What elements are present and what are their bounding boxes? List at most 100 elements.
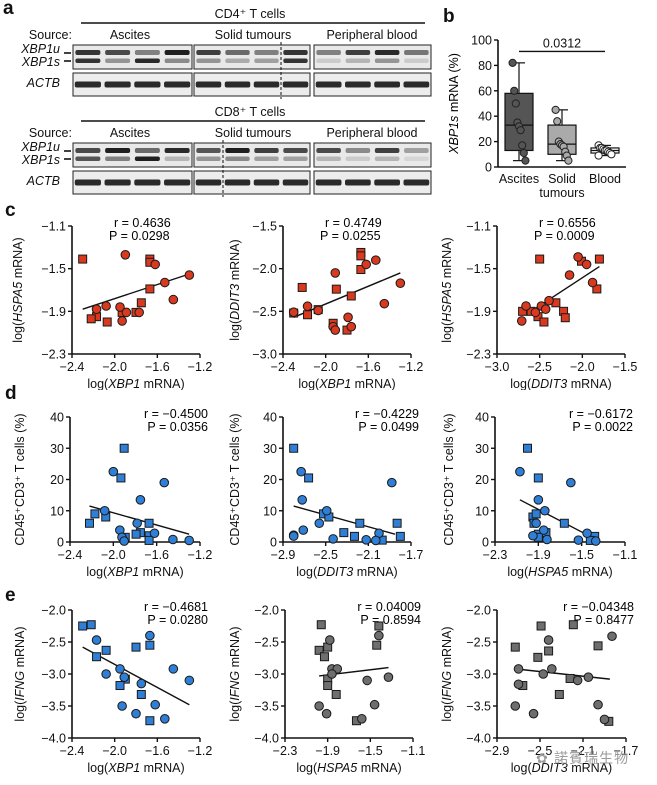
data-point-circle (298, 525, 309, 535)
x-tick-label: −1.5 (358, 744, 383, 758)
x-tick-label: −1.6 (144, 548, 169, 562)
x-tick-label: −2.0 (570, 360, 595, 374)
x-axis-label-post: mRNA) (357, 761, 401, 775)
x-axis-label: log(XBP1 mRNA) (87, 761, 184, 775)
stat-r: r = −0.4229 (355, 407, 419, 421)
data-point-circle (328, 534, 338, 544)
data-point-square (533, 473, 543, 483)
data-point-square (101, 645, 111, 655)
data-point-square (592, 284, 602, 294)
y-tick-label: 0 (57, 536, 64, 550)
y-axis-label-pre: log( (440, 700, 454, 722)
band-xbp1u (374, 148, 400, 153)
band-xbp1u (196, 148, 221, 153)
gel-box-actb (313, 72, 432, 97)
band-xbp1s (196, 58, 221, 63)
row-label-xbp1u: XBP1u (20, 42, 60, 56)
band-actb (345, 179, 371, 186)
x-tick-label: −2.4 (271, 360, 296, 374)
data-point-circle (593, 699, 603, 710)
band-xbp1s (283, 58, 308, 63)
band-xbp1s (75, 58, 101, 63)
x-tick-label: −1.2 (188, 360, 213, 374)
source-label: Source: (29, 28, 72, 42)
x-axis-label-italic: DDIT3 (532, 761, 568, 775)
y-tick-label: −2.0 (41, 604, 66, 618)
x-tick-label: −2.1 (356, 548, 381, 562)
data-point-square (316, 620, 326, 630)
data-point-circle (374, 630, 384, 641)
data-point-circle (346, 321, 357, 332)
y-axis-label-post: mRNA) (440, 237, 454, 281)
band-xbp1u (316, 50, 341, 55)
data-point-circle (120, 250, 131, 260)
y-axis-label: log(DDIT3 mRNA) (228, 239, 242, 340)
data-point (594, 151, 603, 160)
y-axis-label-italic: DDIT3 (228, 284, 242, 320)
stat-p: P = 0.0009 (534, 229, 595, 243)
data-point-square (131, 529, 141, 539)
data-point-circle (533, 495, 544, 505)
y-axis-label-pre: log( (11, 321, 25, 343)
band-xbp1s (164, 58, 190, 63)
data-point-square (374, 621, 384, 631)
data-point-circle (538, 525, 549, 535)
x-tick-label: −2.4 (60, 360, 85, 374)
y-tick-label: 20 (263, 473, 277, 487)
scatter-c-xbp1-ddit3: −3.0−2.5−2.0−1.5−2.4 −2.0 −1.6 −1.2log(XBP1… (228, 216, 424, 390)
data-point-circle (160, 714, 170, 724)
band-xbp1s (225, 58, 250, 63)
band-xbp1u (164, 50, 190, 55)
x-tick-label: −1.7 (614, 744, 639, 758)
data-point-square (331, 689, 341, 699)
data-point-circle (101, 301, 111, 311)
band-xbp1u (134, 148, 160, 153)
gel-blot-panel: CD4⁺ T cells Source: Ascites Solid tumours P… (20, 7, 432, 197)
y-axis-label-italic: XBP1s (447, 116, 461, 155)
data-point-circle (607, 631, 617, 642)
y-axis-label-rest: mRNA (%) (447, 53, 461, 116)
x-tick-label: −2.5 (313, 548, 338, 562)
band-actb (374, 179, 400, 186)
scatter-e-hspa5-ifng: −4.0−3.5−3.0−2.5−2.0−2.3 −1.9 −1.5 −1.1log(… (228, 600, 425, 775)
y-axis-label: log(IFNG mRNA) (13, 626, 27, 721)
x-tick-label: −1.9 (315, 744, 340, 758)
y-tick-label: 100 (471, 34, 492, 48)
y-tick-label: 20 (475, 473, 489, 487)
data-point-circle (540, 304, 551, 314)
data-point-circle (330, 325, 341, 335)
y-tick-label: −2.5 (252, 305, 277, 319)
x-tick-label: −2.5 (528, 744, 553, 758)
data-point-circle (564, 270, 575, 280)
data-point-circle (132, 518, 142, 529)
x-tick-label: −1.1 (613, 548, 638, 562)
stat-p: P = 0.0356 (147, 420, 208, 434)
y-axis-label-pre: log( (228, 319, 242, 341)
stat-p: P = 0.0255 (320, 229, 381, 243)
x-tick-label: −2.0 (102, 744, 127, 758)
band-xbp1s (374, 156, 400, 161)
band-xbp1s (254, 58, 279, 63)
band-xbp1s (105, 58, 131, 63)
x-tick-sublabel: tumours (539, 186, 584, 200)
y-tick-label: 30 (263, 442, 277, 456)
data-point-circle (544, 295, 554, 306)
band-xbp1u (254, 50, 279, 55)
data-point-circle (582, 528, 592, 539)
data-point-circle (115, 664, 125, 674)
data-point-circle (581, 259, 592, 270)
band-xbp1u (345, 50, 371, 55)
band-xbp1s (196, 156, 221, 161)
x-tick-label: −2.0 (102, 360, 127, 374)
x-axis-label-pre: log( (87, 377, 109, 390)
band-xbp1u (404, 148, 429, 153)
gel-box-actb (72, 72, 193, 97)
x-axis-label-post: mRNA) (140, 761, 184, 775)
x-axis-label-post: mRNA) (139, 565, 183, 579)
y-tick-label: −4.0 (254, 732, 279, 746)
x-tick-label: −1.2 (399, 360, 424, 374)
scatter-c-ddit3-hspa5: −2.3−1.9−1.5−1.1−3.0 −2.5 −2.0 −1.5log(DDIT… (440, 216, 637, 390)
y-tick-label: −2.0 (254, 604, 279, 618)
data-point-square (544, 646, 554, 656)
x-tick-label: −1.6 (145, 360, 170, 374)
